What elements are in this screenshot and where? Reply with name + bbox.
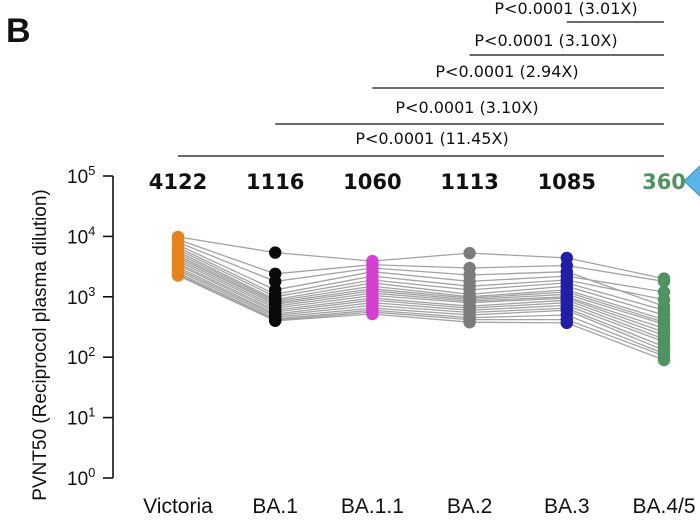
comparison-label: P<0.0001 (11.45X)	[355, 129, 508, 148]
x-tick-label: BA.3	[544, 495, 590, 518]
gmt-value: 1060	[343, 170, 401, 194]
gmt-value: 1113	[440, 170, 498, 194]
x-tick-label: Victoria	[143, 495, 213, 518]
subject-line	[177, 241, 665, 307]
comparison-label: P<0.0001 (3.10X)	[395, 98, 538, 117]
gmt-value: 360	[642, 170, 686, 194]
subject-line	[177, 270, 665, 351]
subject-line	[177, 246, 665, 301]
panel-label: B	[6, 12, 31, 50]
comparison-label: P<0.0001 (2.94X)	[435, 62, 578, 81]
x-tick-label: BA.1	[252, 495, 298, 518]
data-point	[463, 316, 476, 329]
subject-line	[177, 244, 665, 293]
data-point	[366, 307, 379, 321]
subject-line	[177, 274, 665, 361]
subject-line	[177, 266, 665, 343]
y-tick-label: 105	[67, 163, 95, 188]
subject-line	[177, 251, 665, 316]
data-point	[171, 269, 185, 282]
y-axis: 100 101 102 103 104 105	[67, 163, 114, 490]
x-axis-labels: Victoria BA.1 BA.1.1 BA.2 BA.3 BA.4/5	[143, 495, 695, 518]
subject-line	[177, 256, 665, 325]
gmt-labels: 4122 1116 1060 1113 1085 360	[149, 170, 686, 194]
comparison-label: P<0.0001 (3.10X)	[474, 31, 617, 50]
subject-line	[177, 262, 665, 337]
x-tick-label: BA.2	[447, 495, 493, 518]
arrow-marker	[683, 165, 700, 197]
y-tick-label: 104	[67, 223, 95, 248]
subject-line	[177, 255, 665, 323]
paired-lines	[177, 236, 665, 361]
subject-line	[177, 238, 665, 283]
comparison-brackets: P<0.0001 (11.45X) P<0.0001 (3.10X) P<0.000…	[178, 0, 664, 157]
subject-line	[177, 248, 665, 311]
gmt-value: 1085	[538, 170, 596, 194]
x-tick-label: BA.4/5	[632, 495, 695, 518]
x-tick-label: BA.1.1	[341, 495, 404, 518]
data-points	[171, 230, 671, 367]
data-point	[657, 353, 671, 367]
highlight-arrow	[683, 165, 700, 197]
subject-line	[177, 260, 665, 333]
y-tick-label: 103	[67, 284, 95, 309]
subject-line	[177, 272, 665, 355]
subject-line	[177, 253, 665, 321]
y-tick-label: 101	[67, 405, 95, 430]
gmt-value: 4122	[149, 170, 207, 194]
subject-line	[177, 264, 665, 340]
data-point	[463, 246, 476, 260]
data-point	[269, 314, 282, 327]
data-point	[560, 316, 573, 330]
comparison-label: P<0.0001 (3.01X)	[494, 0, 637, 18]
y-tick-label: 102	[67, 344, 95, 369]
y-axis-label: PVNT50 (Reciprocol plasma dilution)	[30, 189, 51, 501]
subject-line	[177, 236, 665, 280]
data-point	[269, 246, 282, 259]
gmt-value: 1116	[246, 170, 304, 194]
subject-line	[177, 268, 665, 348]
data-point	[269, 275, 282, 288]
data-point	[657, 293, 671, 306]
data-point	[657, 275, 671, 288]
y-tick-label: 100	[67, 465, 95, 490]
subject-line	[177, 258, 665, 330]
